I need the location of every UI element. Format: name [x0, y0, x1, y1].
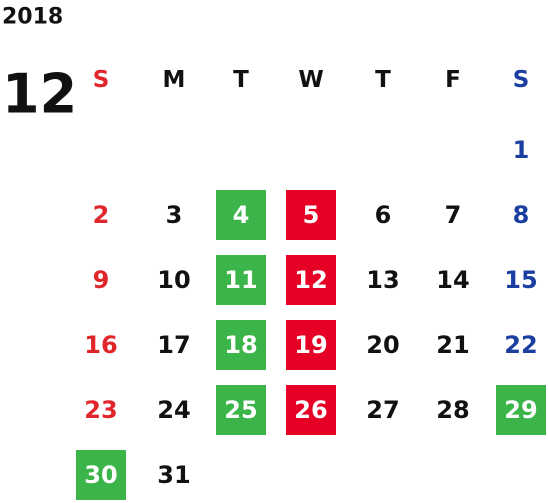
day-highlight: [286, 320, 336, 370]
day-number: 4: [233, 201, 250, 229]
day-number: 28: [436, 396, 469, 424]
day-number: 19: [294, 331, 327, 359]
day-number: 16: [84, 331, 117, 359]
day-number: 23: [84, 396, 117, 424]
day-number: 2: [93, 201, 110, 229]
day-highlight: [216, 190, 266, 240]
day-number: 12: [294, 266, 327, 294]
day-number: 8: [513, 201, 530, 229]
day-number: 18: [224, 331, 257, 359]
day-highlight: [496, 385, 546, 435]
day-number: 25: [224, 396, 257, 424]
day-number: 15: [504, 266, 537, 294]
day-number: 22: [504, 331, 537, 359]
day-number: 6: [375, 201, 392, 229]
year: 2018: [2, 5, 63, 30]
day-number: 7: [445, 201, 462, 229]
day-number: 21: [436, 331, 469, 359]
day-highlight: [286, 385, 336, 435]
day-number: 24: [157, 396, 190, 424]
day-number: 20: [366, 331, 399, 359]
day-number: 14: [436, 266, 469, 294]
day-number: 29: [504, 396, 537, 424]
weekday-label: S: [93, 67, 110, 93]
weekday-label: T: [375, 67, 391, 93]
weekday-label: T: [233, 67, 249, 93]
day-number: 30: [84, 461, 117, 489]
day-number: 10: [157, 266, 190, 294]
day-highlight: [216, 320, 266, 370]
day-highlight: [286, 190, 336, 240]
day-number: 3: [166, 201, 183, 229]
month: 12: [2, 63, 77, 126]
day-number: 17: [157, 331, 190, 359]
weekday-label: F: [445, 67, 461, 93]
day-highlight: [216, 385, 266, 435]
day-highlight: [76, 450, 126, 500]
day-highlight: [286, 255, 336, 305]
weekday-label: M: [163, 67, 186, 93]
day-number: 13: [366, 266, 399, 294]
day-number: 11: [224, 266, 257, 294]
weekday-label: S: [513, 67, 530, 93]
day-number: 9: [93, 266, 110, 294]
day-number: 26: [294, 396, 327, 424]
day-number: 27: [366, 396, 399, 424]
day-number: 5: [303, 201, 320, 229]
day-number: 31: [157, 461, 190, 489]
day-number: 1: [513, 136, 530, 164]
weekday-label: W: [298, 67, 323, 93]
day-highlight: [216, 255, 266, 305]
